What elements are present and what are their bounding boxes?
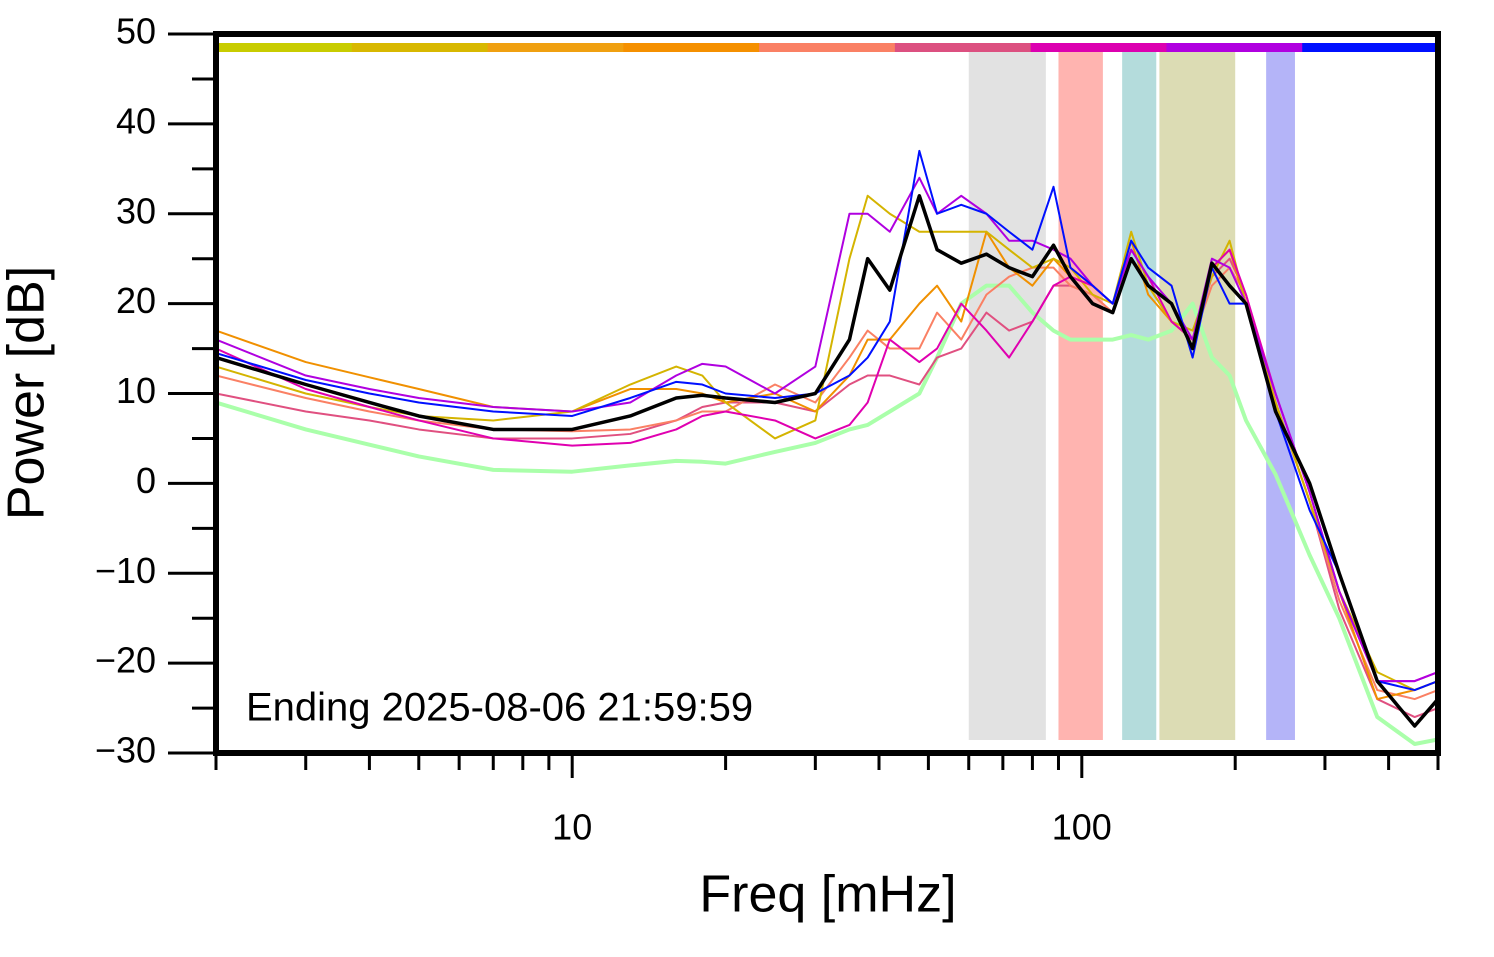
colorbar-segment: [1302, 43, 1439, 52]
series-line: [216, 194, 1438, 728]
series-line: [216, 176, 1438, 683]
colorbar-segment: [216, 43, 353, 52]
x-axis-title: Freq [mHz]: [699, 866, 956, 924]
colorbar-segment: [351, 43, 489, 52]
series-line: [216, 194, 1438, 692]
series-line: [216, 149, 1438, 692]
y-tick-label: −10: [95, 550, 156, 591]
series-line: [216, 248, 1438, 683]
y-tick-label: −30: [95, 730, 156, 771]
band: [1058, 52, 1103, 740]
y-tick-label: 50: [116, 11, 156, 52]
band: [1159, 52, 1236, 740]
colorbar-segment: [1166, 43, 1303, 52]
series-line: [216, 230, 1438, 701]
series-line: [216, 283, 1438, 747]
y-tick-label: −20: [95, 640, 156, 681]
colorbar-segment: [487, 43, 624, 52]
band: [1122, 52, 1157, 740]
colorbar-segment: [894, 43, 1032, 52]
y-axis-title: Power [dB]: [0, 266, 56, 520]
band: [968, 52, 1046, 740]
x-tick-label: 100: [1052, 807, 1112, 848]
y-tick-label: 0: [136, 460, 156, 501]
colorbar-segment: [623, 43, 760, 52]
y-tick-label: 10: [116, 370, 156, 411]
x-tick-label: 10: [552, 807, 592, 848]
colorbar-segment: [759, 43, 896, 52]
y-tick-label: 20: [116, 280, 156, 321]
axes: −30 −20 −10 0 10 20 30 40 50 10 100: [95, 11, 1441, 848]
y-tick-label: 40: [116, 100, 156, 141]
colorbar-segment: [1030, 43, 1167, 52]
annotation: Ending 2025-08-06 21:59:59: [246, 686, 753, 730]
lines: [216, 149, 1438, 747]
bands: [216, 43, 1439, 740]
y-tick-label: 30: [116, 190, 156, 231]
